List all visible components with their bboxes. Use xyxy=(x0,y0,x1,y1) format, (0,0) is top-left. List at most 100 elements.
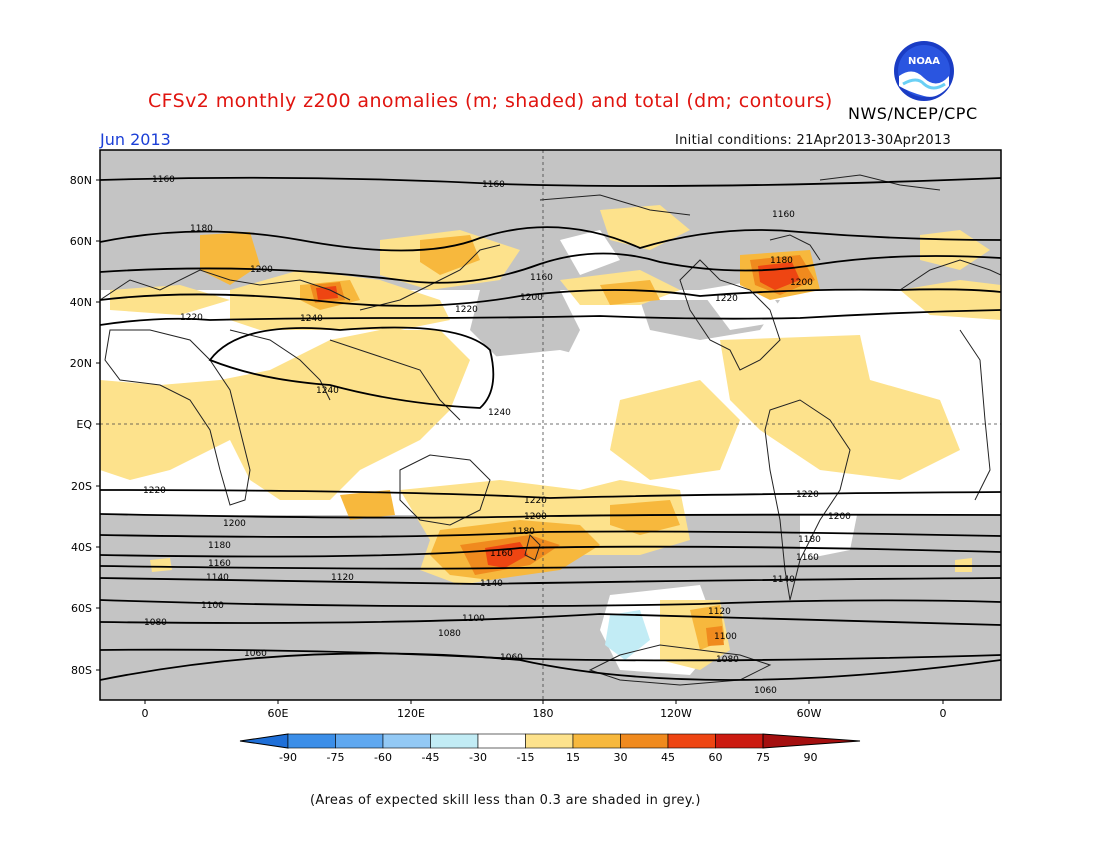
lat-tick-label: 60S xyxy=(71,602,92,615)
contour-label: 1160 xyxy=(772,210,795,220)
contour-label: 1240 xyxy=(300,314,323,324)
skill-footnote: (Areas of expected skill less than 0.3 a… xyxy=(310,793,701,808)
colorbar-tick-label: 75 xyxy=(756,751,770,764)
colorbar-tick-label: 15 xyxy=(566,751,580,764)
contour-label: 1220 xyxy=(455,305,478,315)
contour-label: 1220 xyxy=(143,486,166,496)
contour-label: 1160 xyxy=(796,553,819,563)
colorbar-tick-label: 60 xyxy=(709,751,723,764)
colorbar-tick-label: 30 xyxy=(614,751,628,764)
contour-label: 1160 xyxy=(490,549,513,559)
noaa-logo-icon: NOAA xyxy=(893,40,955,106)
contour-label: 1060 xyxy=(500,653,523,663)
coastlines xyxy=(100,174,1001,686)
contour-label: 1180 xyxy=(770,256,793,266)
colorbar-swatch xyxy=(287,733,336,749)
contour-label: 1120 xyxy=(331,573,354,583)
contour-label: 1100 xyxy=(714,632,737,642)
colorbar-swatch xyxy=(335,733,384,749)
contour-label: 1100 xyxy=(462,614,485,624)
colorbar-tick-label: 45 xyxy=(661,751,675,764)
lon-tick-label: 60W xyxy=(797,707,822,720)
contour-label: 1200 xyxy=(790,278,813,288)
latitude-axis: 80N 60N 40N 20N EQ 20S 40S 60S 80S xyxy=(70,174,100,677)
contour-label: 1160 xyxy=(530,273,553,283)
lat-tick-label: 80N xyxy=(70,174,92,187)
colorbar-swatch xyxy=(477,733,526,749)
lat-tick-label: 60N xyxy=(70,235,92,248)
map-panel: 1160 1160 1160 1160 1180 1180 1200 1200 … xyxy=(100,150,1001,700)
lon-tick-label: 180 xyxy=(533,707,554,720)
map-frame xyxy=(99,149,1002,701)
colorbar-swatch xyxy=(667,733,716,749)
contours-north xyxy=(100,176,1001,409)
contour-label: 1220 xyxy=(524,496,547,506)
contour-label: 1060 xyxy=(244,649,267,659)
contour-label: 1200 xyxy=(250,265,273,275)
lon-tick-label: 120E xyxy=(397,707,425,720)
graticule xyxy=(100,150,1001,700)
colorbar-swatch xyxy=(715,733,764,749)
contours-south xyxy=(100,489,1001,681)
colorbar-tick-label: -90 xyxy=(279,751,297,764)
contour-label: 1220 xyxy=(180,313,203,323)
contour-label: 1200 xyxy=(524,512,547,522)
contour-label: 1080 xyxy=(144,618,167,628)
contour-label: 1140 xyxy=(206,573,229,583)
lon-tick-label: 0 xyxy=(940,707,947,720)
lat-tick-label: EQ xyxy=(76,418,92,431)
contour-label: 1060 xyxy=(754,686,777,696)
colorbar-swatch xyxy=(620,733,669,749)
longitude-axis: 0 60E 120E 180 120W 60W 0 xyxy=(142,700,947,720)
lat-tick-label: 20S xyxy=(71,480,92,493)
contour-label: 1200 xyxy=(223,519,246,529)
organization-label: NWS/NCEP/CPC xyxy=(848,104,978,123)
colorbar-tick-label: -15 xyxy=(517,751,535,764)
colorbar-tick-label: -45 xyxy=(422,751,440,764)
colorbar-swatch xyxy=(525,733,574,749)
lat-tick-label: 40N xyxy=(70,296,92,309)
lat-tick-label: 20N xyxy=(70,357,92,370)
lon-tick-label: 120W xyxy=(660,707,692,720)
colorbar-tick-label: 90 xyxy=(804,751,818,764)
contour-label: 1080 xyxy=(438,629,461,639)
contour-label: 1080 xyxy=(716,655,739,665)
contour-label: 1180 xyxy=(208,541,231,551)
colorbar-arrow-right xyxy=(762,733,861,749)
colorbar-swatch xyxy=(572,733,621,749)
contour-label: 1180 xyxy=(190,224,213,234)
contour-label: 1180 xyxy=(798,535,821,545)
contour-label: 1220 xyxy=(796,490,819,500)
contour-label: 1200 xyxy=(520,293,543,303)
contour-label: 1240 xyxy=(316,386,339,396)
colorbar-tick-label: -30 xyxy=(469,751,487,764)
colorbar-tick-label: -75 xyxy=(327,751,345,764)
contour-label: 1240 xyxy=(488,408,511,418)
contour-label: 1180 xyxy=(512,527,535,537)
colorbar-swatch xyxy=(430,733,479,749)
colorbar-tick-label: -60 xyxy=(374,751,392,764)
forecast-month: Jun 2013 xyxy=(100,130,171,149)
contour-label: 1160 xyxy=(152,175,175,185)
contour-label: 1200 xyxy=(828,512,851,522)
contour-label: 1160 xyxy=(482,180,505,190)
colorbar-arrow-left xyxy=(239,733,289,749)
contour-label: 1120 xyxy=(708,607,731,617)
contour-label: 1100 xyxy=(201,601,224,611)
initial-conditions: Initial conditions: 21Apr2013-30Apr2013 xyxy=(675,133,952,148)
chart-title: CFSv2 monthly z200 anomalies (m; shaded)… xyxy=(148,90,833,112)
anomaly-neg15-30 xyxy=(605,610,650,660)
noaa-logo-text: NOAA xyxy=(908,56,940,67)
contour-label: 1220 xyxy=(715,294,738,304)
contour-label: 1140 xyxy=(772,575,795,585)
lon-tick-label: 60E xyxy=(268,707,289,720)
colorbar: -90 -75 -60 -45 -30 -15 15 30 45 60 75 90 xyxy=(239,733,861,764)
lat-tick-label: 40S xyxy=(71,541,92,554)
contour-label: 1140 xyxy=(480,579,503,589)
contour-label: 1160 xyxy=(208,559,231,569)
colorbar-swatch xyxy=(382,733,431,749)
lat-tick-label: 80S xyxy=(71,664,92,677)
lon-tick-label: 0 xyxy=(142,707,149,720)
contour-labels: 1160 1160 1160 1160 1180 1180 1200 1200 … xyxy=(143,175,851,696)
